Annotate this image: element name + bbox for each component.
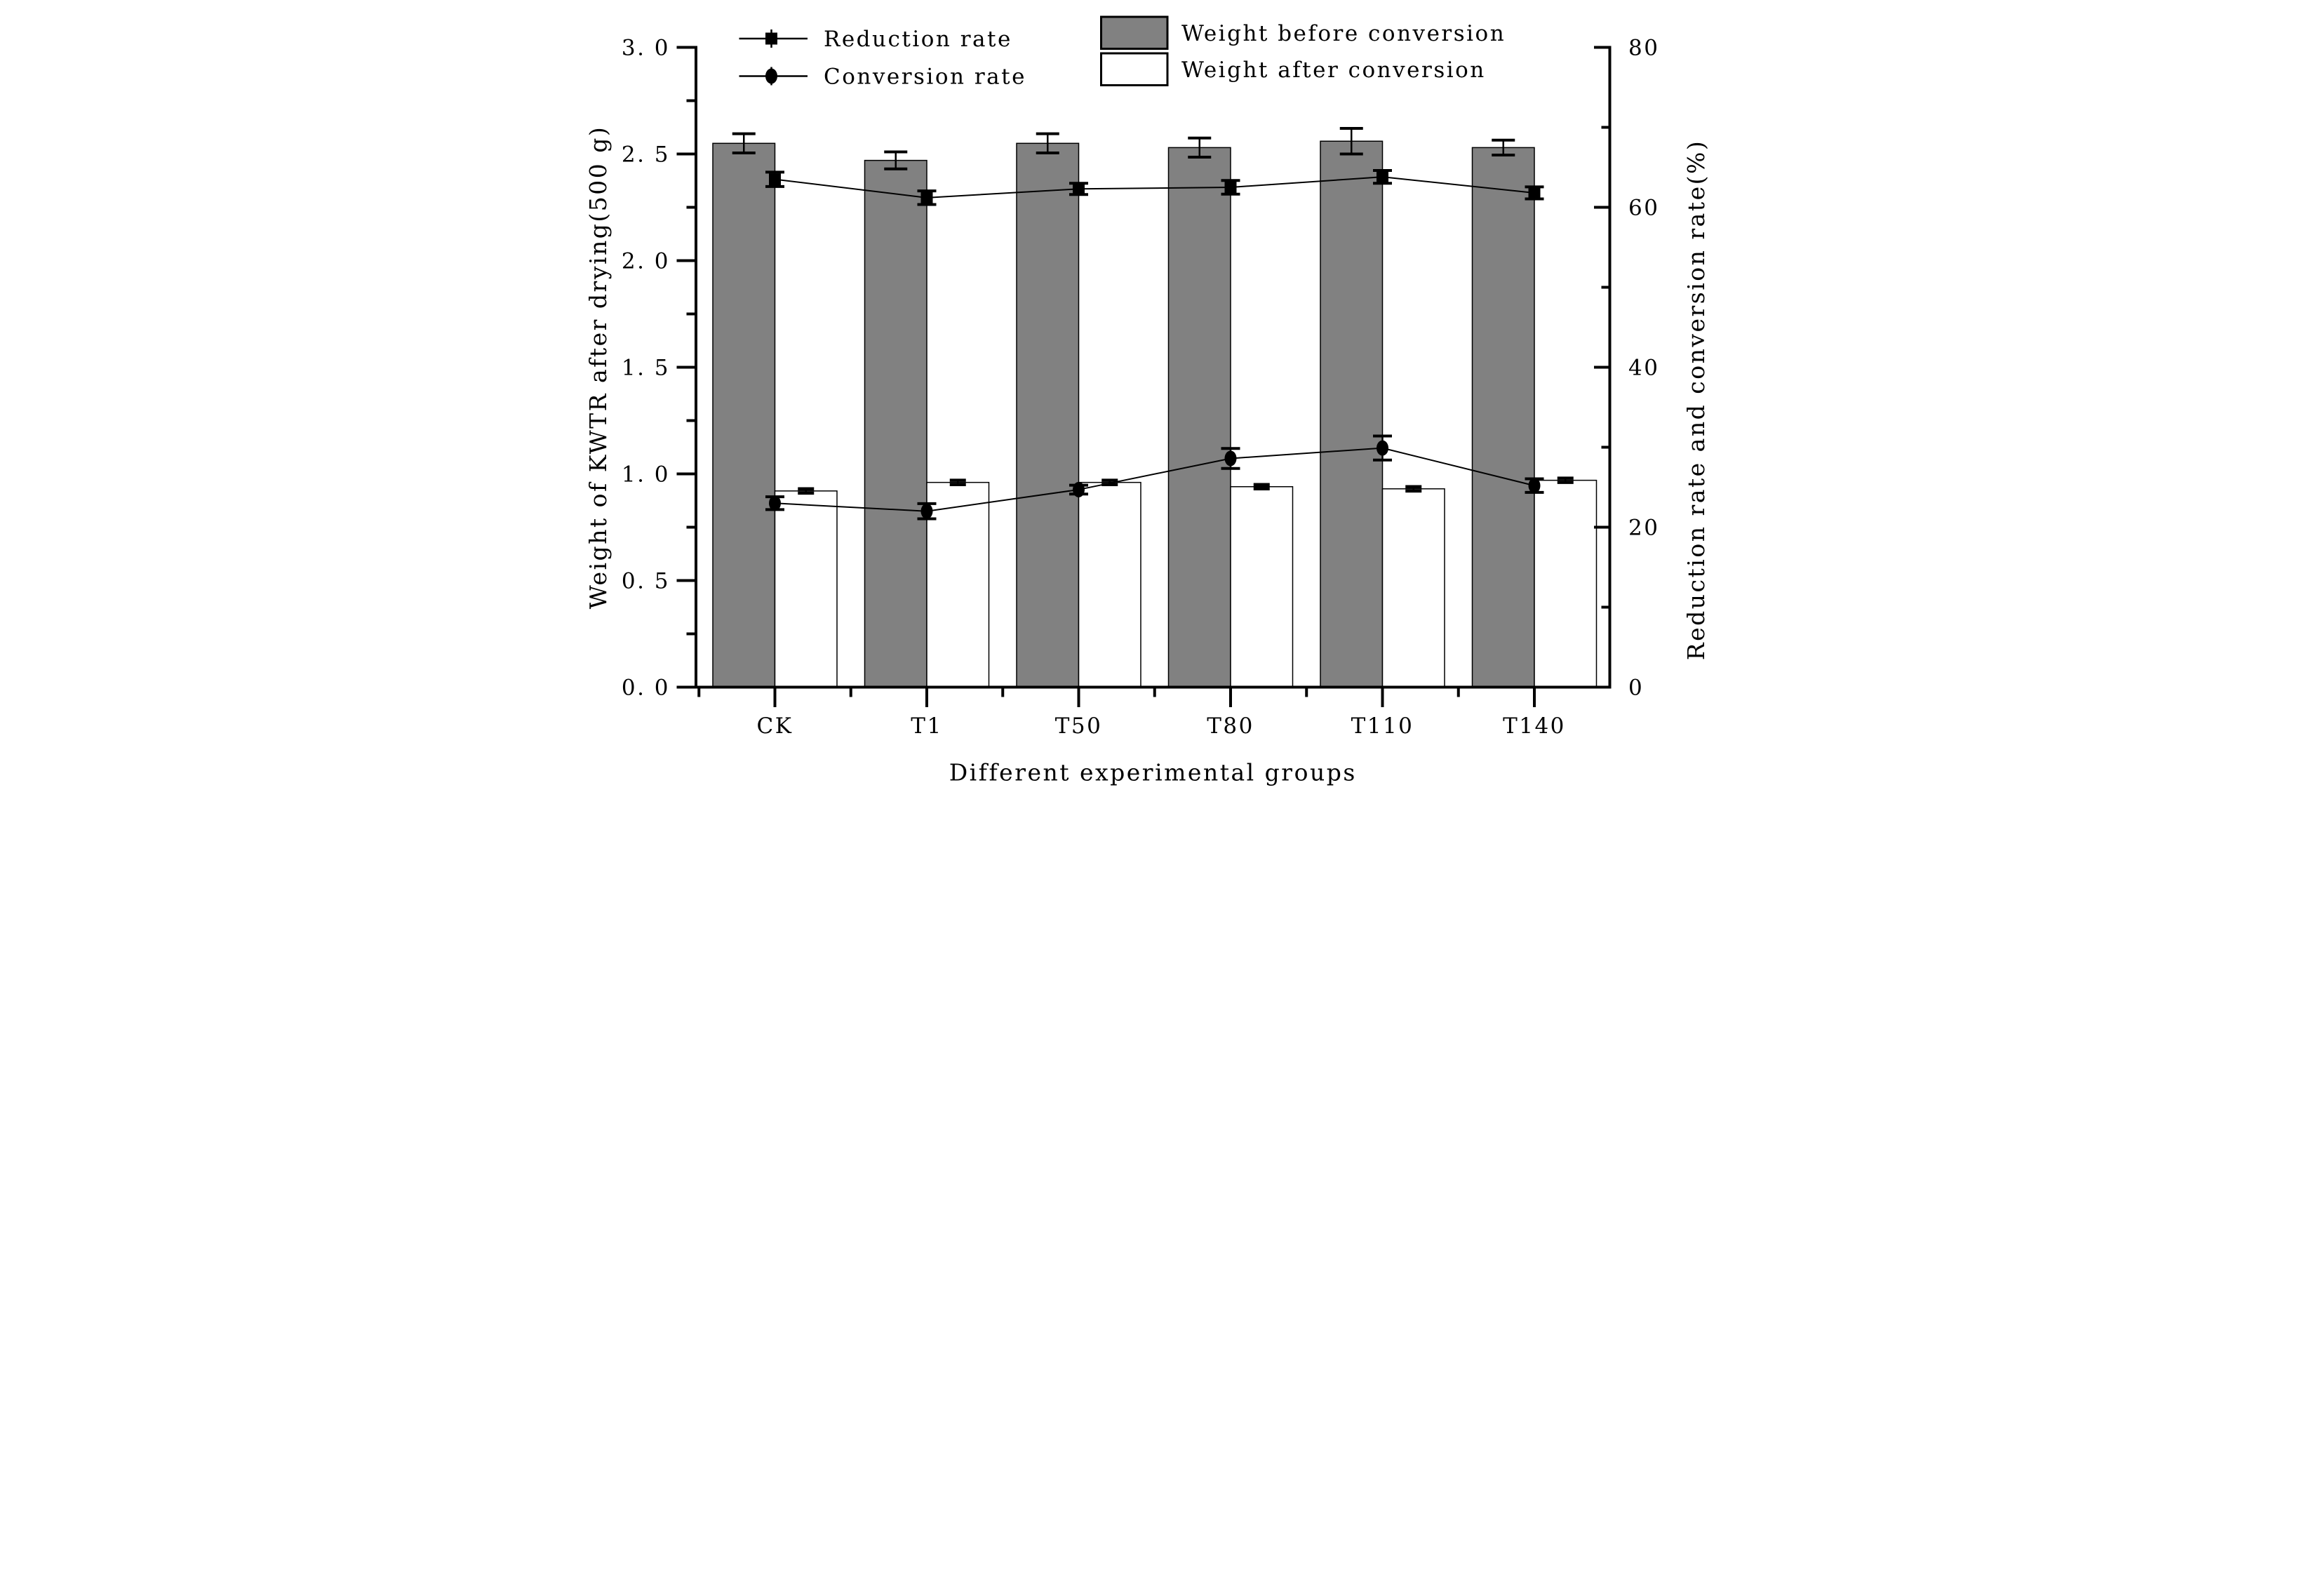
figure: 0. 0 0. 5 1. 0 1. 5 2. 0 2. 5 3. 0 0 20 40 60 80 CK T… — [576, 0, 1728, 798]
reduction-rate-marker-t1 — [920, 192, 933, 204]
x-tick-label-t1: T1 — [911, 713, 942, 739]
bar-weight-before-conversion-t140 — [1471, 147, 1535, 688]
bars-layer — [712, 127, 1598, 688]
bar-weight-after-conversion-t110 — [1381, 488, 1445, 688]
y-left-tick-label: 0. 5 — [622, 569, 670, 594]
legend: Reduction rate Conversion rate Weight befo… — [739, 15, 1506, 90]
bar-weight-before-conversion-t110 — [1320, 140, 1384, 688]
reduction-rate-marker-ck — [769, 173, 781, 186]
y-left-tick-label: 1. 0 — [622, 462, 670, 488]
reduction-rate-marker-t140 — [1528, 187, 1541, 199]
x-axis-title: Different experimental groups — [949, 759, 1357, 786]
y-left-tick-label: 2. 5 — [622, 142, 670, 168]
y-left-tick-label: 1. 5 — [622, 356, 670, 381]
reduction-rate-marker-t110 — [1377, 170, 1388, 183]
legend-label-reduction-rate: Reduction rate — [824, 27, 1012, 52]
legend-circle-marker-icon — [765, 68, 777, 84]
conversion-rate-marker-t140 — [1528, 478, 1541, 494]
reduction-rate-marker-t50 — [1073, 182, 1085, 195]
legend-swatch-weight-before-conversion — [1100, 15, 1169, 50]
bar-weight-after-conversion-t140 — [1534, 479, 1598, 688]
labels-layer: 0. 0 0. 5 1. 0 1. 5 2. 0 2. 5 3. 0 0 20 40 60 80 CK T… — [584, 36, 1710, 786]
bar-weight-after-conversion-ck — [774, 490, 838, 688]
y-right-tick-label: 40 — [1628, 356, 1659, 381]
bar-weight-before-conversion-t80 — [1167, 147, 1231, 688]
y-left-tick-label: 2. 0 — [622, 249, 670, 274]
bar-weight-after-conversion-t1 — [926, 481, 990, 688]
x-tick-label-t50: T50 — [1055, 713, 1103, 739]
chart-svg: 0. 0 0. 5 1. 0 1. 5 2. 0 2. 5 3. 0 0 20 40 60 80 CK T… — [576, 0, 1728, 798]
x-tick-label-t110: T110 — [1351, 713, 1414, 739]
bar-weight-before-conversion-t50 — [1016, 142, 1080, 688]
x-tick-label-ck: CK — [757, 713, 793, 739]
y-left-axis-title: Weight of KWTR after drying(500 g) — [584, 126, 612, 610]
lines-layer — [765, 169, 1544, 521]
legend-label-conversion-rate: Conversion rate — [824, 65, 1026, 90]
legend-swatch-weight-after-conversion — [1100, 52, 1169, 86]
conversion-rate-marker-t80 — [1224, 450, 1237, 467]
y-left-tick-label: 0. 0 — [622, 676, 670, 701]
y-right-tick-label: 80 — [1628, 36, 1659, 61]
axes-layer — [676, 46, 1612, 707]
reduction-rate-line — [775, 176, 1535, 199]
bar-weight-after-conversion-t50 — [1078, 481, 1141, 688]
y-right-tick-label: 20 — [1628, 516, 1659, 541]
conversion-rate-marker-t1 — [920, 503, 933, 519]
x-tick-label-t80: T80 — [1207, 713, 1254, 739]
legend-label-weight-before-conversion: Weight before conversion — [1181, 21, 1506, 46]
legend-square-marker-icon — [765, 32, 777, 45]
y-left-tick-label: 3. 0 — [622, 36, 670, 61]
y-right-axis-title: Reduction rate and conversion rate(%) — [1682, 140, 1710, 660]
conversion-rate-marker-t50 — [1073, 481, 1085, 497]
bar-weight-after-conversion-t80 — [1230, 485, 1294, 688]
bar-weight-before-conversion-ck — [712, 142, 776, 688]
bar-weight-before-conversion-t1 — [864, 159, 927, 688]
y-right-tick-label: 60 — [1628, 196, 1659, 221]
x-tick-label-t140: T140 — [1503, 713, 1566, 739]
reduction-rate-marker-t80 — [1224, 181, 1237, 194]
conversion-rate-marker-ck — [769, 495, 781, 511]
conversion-rate-line — [775, 447, 1535, 512]
conversion-rate-marker-t110 — [1377, 440, 1388, 456]
y-right-tick-label: 0 — [1628, 676, 1644, 701]
legend-label-weight-after-conversion: Weight after conversion — [1181, 58, 1486, 83]
